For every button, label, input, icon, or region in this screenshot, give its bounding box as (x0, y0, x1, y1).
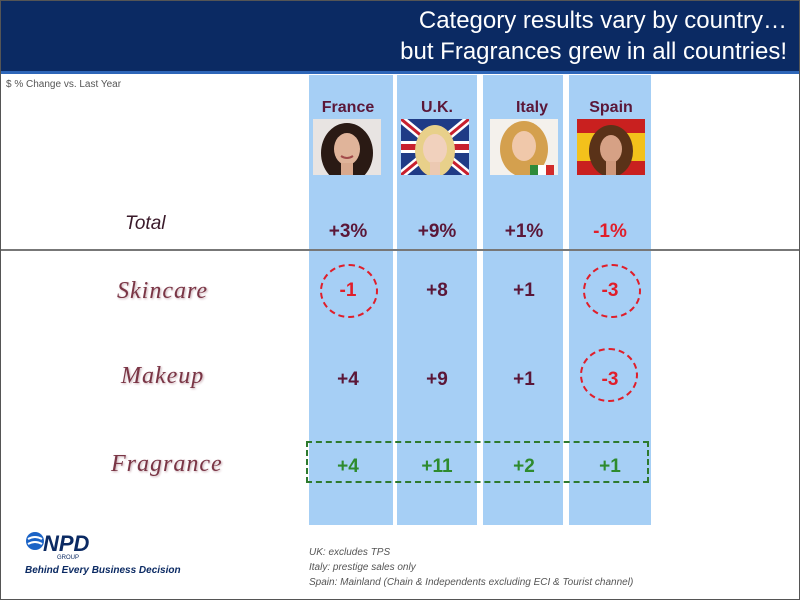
logo-name: NPD (43, 531, 90, 556)
total-spain: -1% (593, 221, 627, 242)
total-divider (1, 249, 799, 251)
footnote-italy: Italy: prestige sales only (309, 562, 416, 573)
total-uk: +9% (417, 221, 457, 242)
title-banner: Category results vary by country… but Fr… (1, 1, 799, 71)
france-model-photo (313, 119, 381, 175)
uk-model-photo (401, 119, 469, 175)
title-line-1: Category results vary by country… (418, 7, 787, 34)
highlight-circle-makeup-spain (580, 348, 638, 402)
highlight-circle-skincare-spain (583, 264, 641, 318)
highlight-circle-skincare-france (320, 264, 378, 318)
logo-group: GROUP (57, 555, 80, 561)
row-label-makeup: Makeup (121, 363, 205, 389)
row-label-skincare: Skincare (117, 278, 209, 304)
makeup-spain: -3 (601, 369, 619, 390)
fragrance-uk: +11 (421, 456, 453, 477)
row-label-fragrance: Fragrance (111, 451, 223, 477)
skincare-italy: +1 (513, 280, 535, 301)
skincare-spain: -3 (601, 280, 619, 301)
total-france: +3% (328, 221, 368, 242)
makeup-france: +4 (337, 369, 359, 390)
fragrance-highlight-box (306, 441, 649, 483)
country-spain: Spain (589, 99, 633, 116)
header-rule (1, 71, 799, 74)
country-france: France (321, 99, 375, 116)
measure-label: $ % Change vs. Last Year (6, 79, 122, 90)
country-uk: U.K. (421, 99, 453, 116)
fragrance-spain: +1 (599, 456, 621, 477)
spain-model-photo (577, 119, 645, 175)
fragrance-france: +4 (337, 456, 359, 477)
title-line-2: but Fragrances grew in all countries! (400, 38, 787, 65)
row-label-total: Total (125, 213, 166, 234)
makeup-uk: +9 (426, 369, 448, 390)
fragrance-italy: +2 (513, 456, 535, 477)
skincare-france: -1 (339, 280, 357, 301)
skincare-uk: +8 (426, 280, 448, 301)
footnote-spain: Spain: Mainland (Chain & Independents ex… (309, 577, 634, 588)
logo-tagline: Behind Every Business Decision (25, 565, 181, 576)
makeup-italy: +1 (513, 369, 535, 390)
total-italy: +1% (504, 221, 544, 242)
italy-model-photo (490, 119, 558, 175)
footnote-uk: UK: excludes TPS (309, 547, 391, 558)
country-italy: Italy (515, 99, 548, 116)
npd-globe-icon (26, 532, 44, 550)
